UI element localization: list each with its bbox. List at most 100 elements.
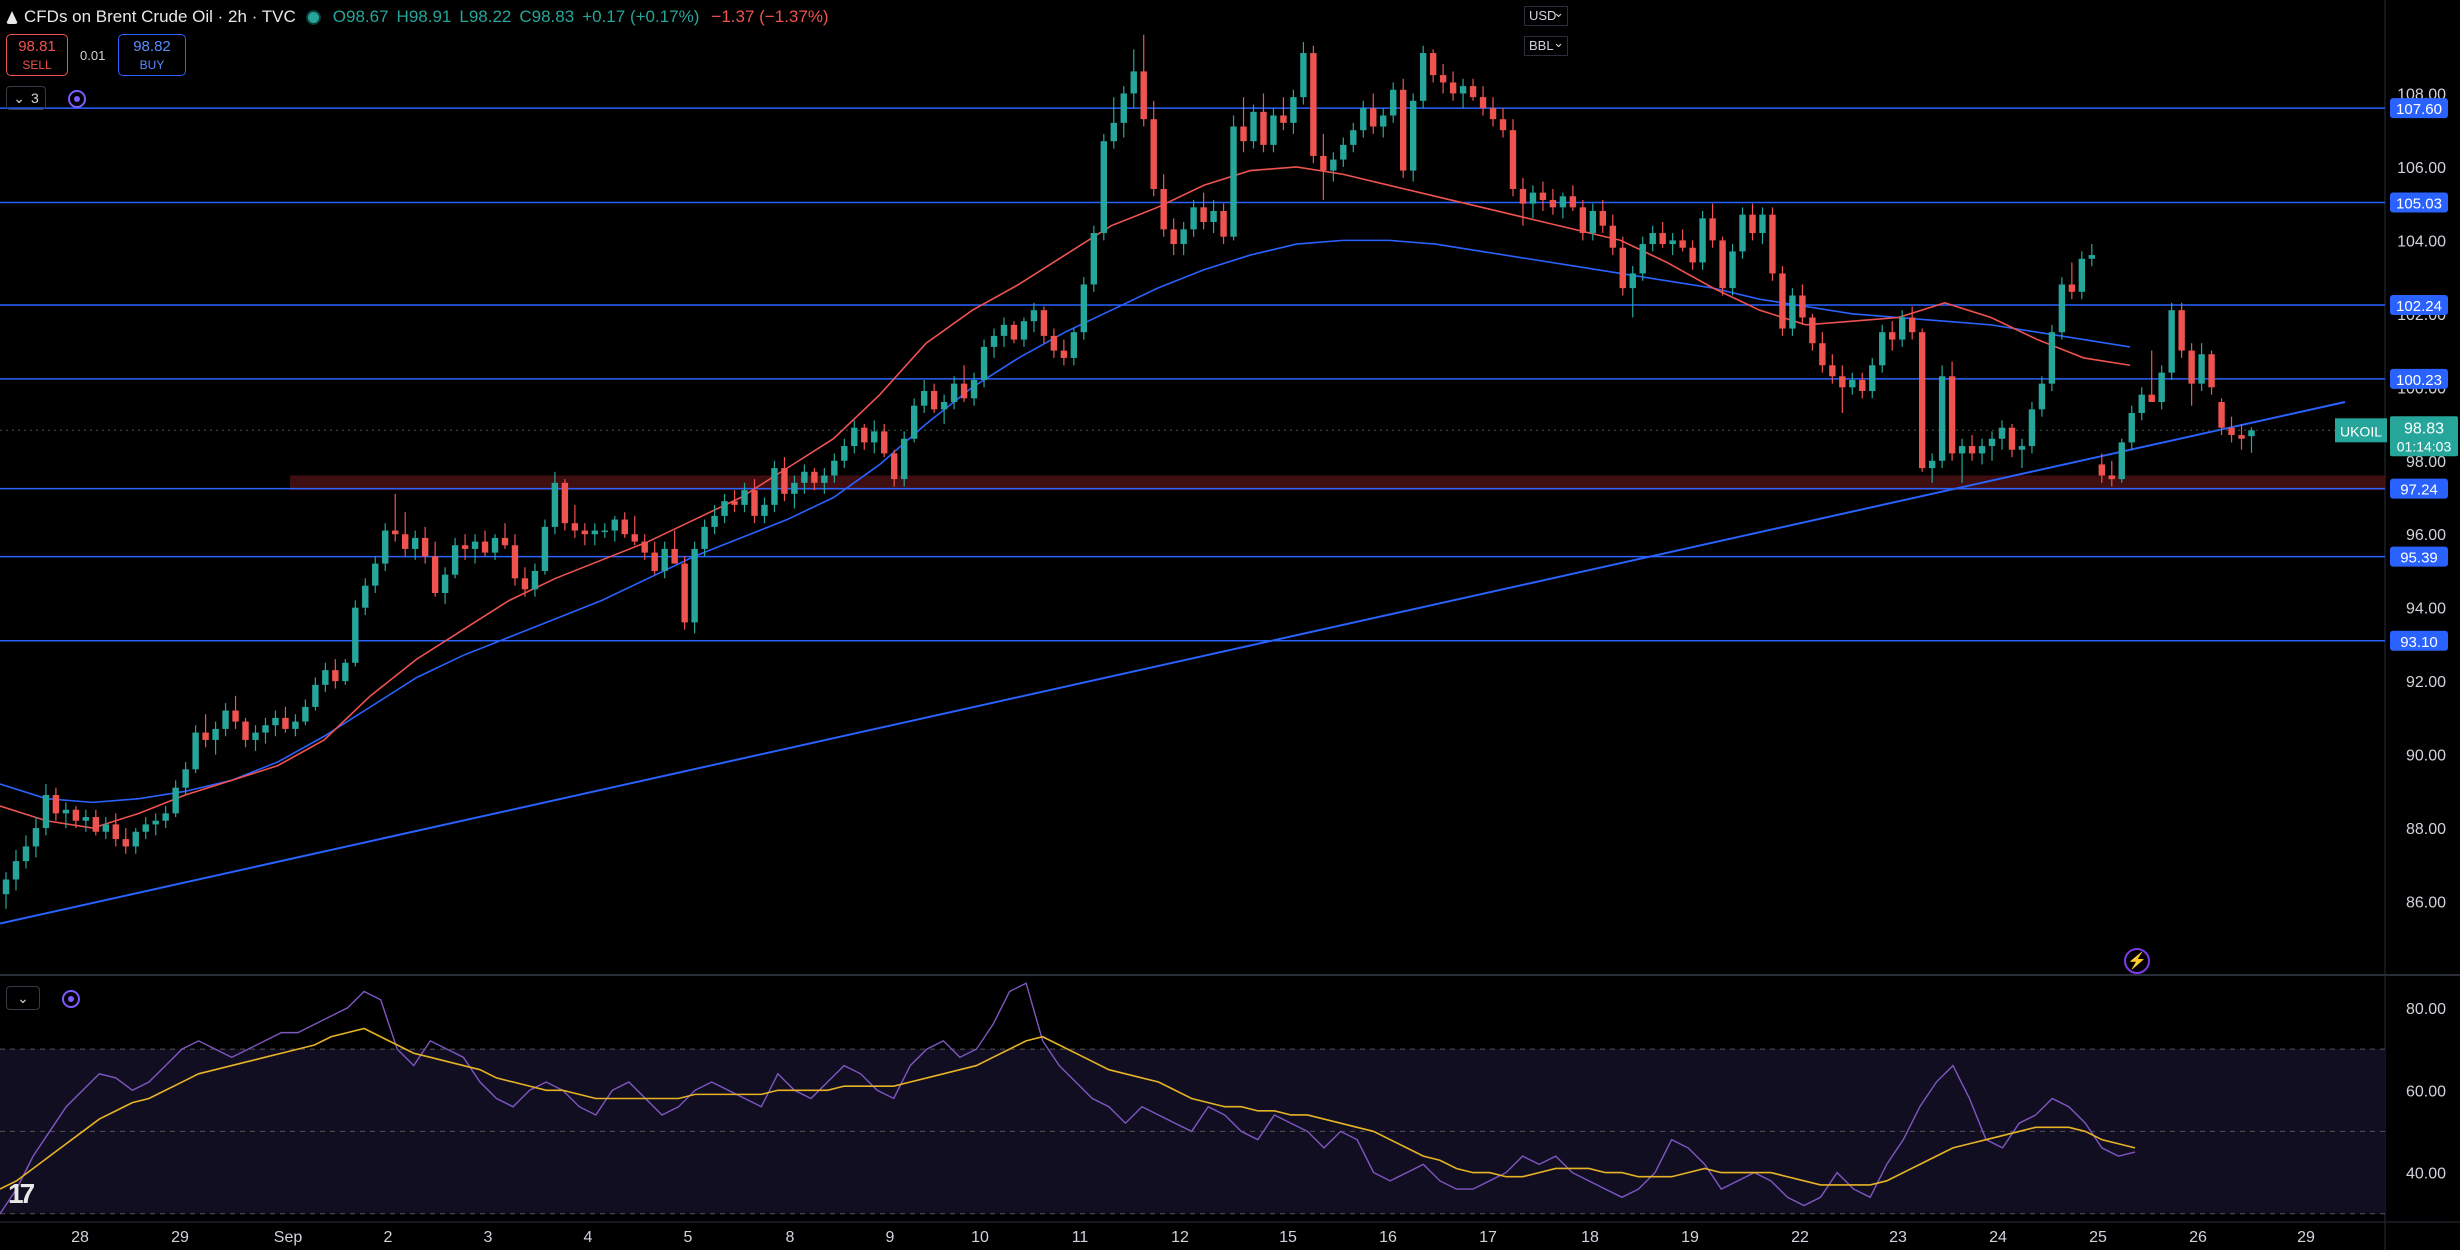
candle-body[interactable] (2168, 310, 2175, 373)
candle-body[interactable] (102, 824, 109, 832)
candle-body[interactable] (222, 710, 229, 729)
tradingview-logo-icon[interactable]: 17 (8, 1178, 35, 1209)
candle-body[interactable] (1918, 332, 1926, 469)
candle-body[interactable] (1030, 310, 1038, 322)
candle-body[interactable] (920, 390, 928, 406)
candle-body[interactable] (611, 519, 618, 531)
candle-body[interactable] (1220, 211, 1227, 237)
candle-body[interactable] (92, 817, 100, 832)
candle-body[interactable] (122, 839, 129, 847)
candle-body[interactable] (471, 541, 479, 549)
candle-body[interactable] (2038, 383, 2046, 410)
candle-body[interactable] (82, 817, 90, 821)
candle-body[interactable] (1589, 211, 1597, 234)
candle-body[interactable] (1789, 295, 1796, 329)
lightning-icon[interactable]: ⚡ (2124, 948, 2150, 974)
candle-body[interactable] (871, 431, 878, 443)
candle-body[interactable] (1539, 192, 1547, 200)
candle-body[interactable] (332, 670, 339, 682)
candle-body[interactable] (232, 710, 239, 722)
candle-body[interactable] (2228, 427, 2235, 436)
candle-body[interactable] (811, 471, 818, 483)
candle-body[interactable] (821, 475, 828, 483)
candle-body[interactable] (392, 530, 399, 535)
candle-body[interactable] (1968, 446, 1976, 454)
candle-body[interactable] (1080, 284, 1088, 333)
candle-body[interactable] (641, 541, 648, 553)
candle-body[interactable] (1060, 350, 1068, 358)
candle-body[interactable] (691, 548, 698, 623)
candle-body[interactable] (1310, 53, 1317, 156)
candle-body[interactable] (1240, 126, 1247, 142)
candle-body[interactable] (940, 402, 948, 410)
candle-body[interactable] (1839, 376, 1846, 388)
candle-body[interactable] (461, 545, 469, 549)
candle-body[interactable] (2068, 284, 2076, 292)
currency-select[interactable]: USD (1524, 4, 1568, 26)
candle-body[interactable] (1260, 111, 1267, 145)
candle-body[interactable] (1070, 332, 1078, 358)
candle-body[interactable] (352, 607, 359, 663)
candle-body[interactable] (1340, 144, 1347, 160)
candle-body[interactable] (1719, 240, 1726, 289)
candle-body[interactable] (1360, 108, 1367, 131)
candle-body[interactable] (741, 490, 748, 505)
candle-body[interactable] (2, 879, 10, 895)
candle-body[interactable] (362, 585, 369, 608)
candle-body[interactable] (1519, 188, 1527, 204)
candle-body[interactable] (551, 482, 559, 527)
candle-body[interactable] (22, 846, 30, 862)
candle-body[interactable] (771, 468, 778, 505)
candle-body[interactable] (1350, 130, 1357, 145)
candle-body[interactable] (1639, 244, 1646, 274)
candle-body[interactable] (861, 427, 868, 443)
sell-button[interactable]: 98.81 SELL (6, 34, 68, 76)
candle-body[interactable] (1569, 196, 1577, 208)
candle-body[interactable] (1040, 310, 1048, 336)
candle-body[interactable] (1699, 218, 1706, 263)
candle-body[interactable] (182, 769, 189, 788)
candle-body[interactable] (1619, 247, 1626, 289)
candle-body[interactable] (1769, 214, 1776, 274)
candle-body[interactable] (1579, 207, 1587, 234)
candle-body[interactable] (1469, 86, 1477, 98)
candle-body[interactable] (2188, 350, 2195, 384)
candle-body[interactable] (1739, 214, 1746, 252)
candle-body[interactable] (1599, 211, 1606, 226)
candle-body[interactable] (571, 523, 579, 531)
candle-body[interactable] (1250, 111, 1257, 142)
candle-body[interactable] (1409, 100, 1417, 171)
candle-body[interactable] (1729, 251, 1736, 289)
candle-body[interactable] (1549, 199, 1557, 208)
candle-body[interactable] (2108, 475, 2115, 480)
candle-body[interactable] (272, 717, 279, 726)
candle-body[interactable] (1290, 97, 1297, 123)
candle-body[interactable] (62, 809, 70, 814)
candle-body[interactable] (1419, 53, 1427, 101)
candle-body[interactable] (72, 809, 80, 821)
candle-body[interactable] (1270, 115, 1277, 145)
candle-body[interactable] (1020, 321, 1028, 340)
candle-body[interactable] (1899, 317, 1906, 340)
candle-body[interactable] (1998, 427, 2006, 439)
candle-body[interactable] (1459, 86, 1467, 94)
candle-body[interactable] (2238, 435, 2245, 439)
candle-body[interactable] (1370, 108, 1377, 127)
candle-body[interactable] (1499, 119, 1507, 131)
candle-body[interactable] (312, 684, 319, 707)
candle-body[interactable] (1120, 93, 1127, 123)
candle-body[interactable] (491, 537, 499, 553)
candle-body[interactable] (581, 530, 589, 535)
candle-body[interactable] (711, 515, 718, 527)
candle-body[interactable] (1908, 317, 1916, 333)
candle-body[interactable] (511, 545, 519, 579)
candle-body[interactable] (172, 787, 179, 814)
candle-body[interactable] (451, 545, 459, 575)
candle-body[interactable] (1689, 247, 1696, 263)
candle-body[interactable] (1449, 82, 1457, 94)
candle-body[interactable] (960, 383, 968, 399)
candle-body[interactable] (791, 482, 798, 494)
candle-body[interactable] (631, 534, 638, 542)
candle-body[interactable] (970, 379, 978, 399)
